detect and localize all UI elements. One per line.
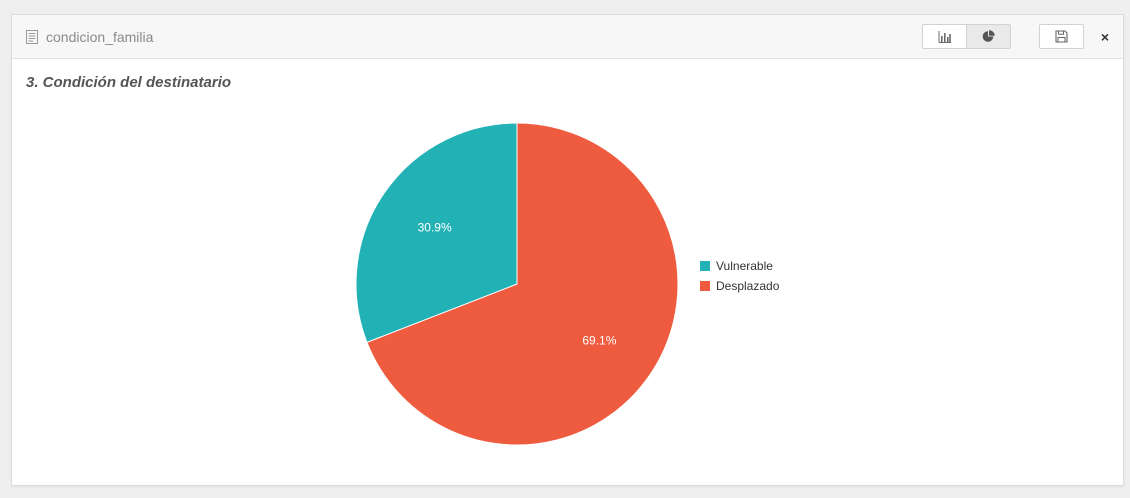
legend-swatch-desplazado[interactable] [700, 281, 710, 291]
legend-swatch-vulnerable[interactable] [700, 261, 710, 271]
pie-chart-button[interactable] [967, 25, 1010, 48]
close-button[interactable]: × [1094, 24, 1116, 49]
header-title: condicion_familia [26, 28, 153, 46]
legend-label-desplazado[interactable]: Desplazado [716, 279, 780, 293]
pie-slice-desplazado[interactable] [366, 122, 679, 446]
save-icon [1055, 30, 1068, 43]
legend-label-vulnerable[interactable]: Vulnerable [716, 259, 773, 273]
close-icon: × [1100, 28, 1110, 45]
document-icon [26, 30, 38, 44]
chart-title: 3. Condición del destinatario [26, 74, 232, 91]
data-label-desplazado: 69.1% [582, 333, 616, 347]
bar-chart-icon [938, 30, 951, 43]
chart-type-toggle [922, 24, 1011, 49]
pie-chart: 69.1% 30.9% Vulnerable Desplazado [355, 122, 780, 446]
save-button[interactable] [1039, 24, 1084, 49]
chart-panel: condicion_familia [11, 14, 1124, 486]
panel-header: condicion_familia [12, 15, 1123, 59]
dataset-name: condicion_familia [46, 29, 154, 45]
pie-chart-icon [982, 30, 995, 42]
data-label-vulnerable: 30.9% [418, 221, 452, 235]
bar-chart-button[interactable] [923, 25, 967, 48]
pie-slice-vulnerable[interactable] [355, 122, 518, 343]
